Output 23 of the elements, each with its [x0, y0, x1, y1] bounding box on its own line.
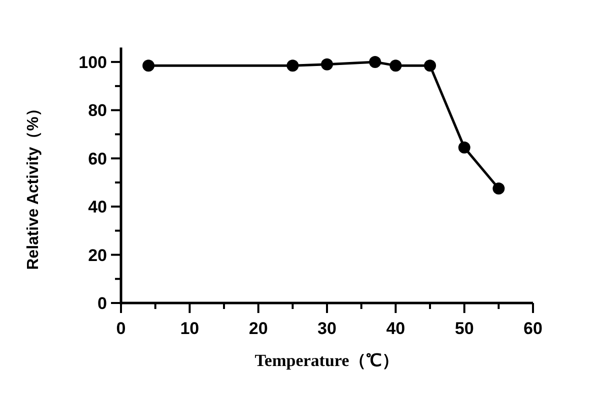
point [424, 60, 436, 72]
point [321, 58, 333, 70]
y-tick-label: 0 [98, 294, 107, 313]
x-axis-title: Temperature（℃） [254, 351, 400, 370]
point [286, 60, 299, 72]
point [492, 182, 505, 195]
x-tick-label: 20 [248, 319, 268, 338]
point [369, 56, 382, 68]
y-tick-label: 80 [88, 101, 107, 120]
y-tick-label: 40 [88, 198, 107, 217]
x-tick-label: 60 [524, 319, 542, 338]
x-tick-label: 30 [318, 319, 336, 338]
y-tick-label: 100 [78, 52, 107, 72]
y-axis-title: Relative Activity（%） [25, 100, 42, 270]
y-tick-label: 60 [88, 149, 107, 168]
x-tick-label: 0 [116, 319, 126, 338]
point [142, 60, 154, 72]
x-tick-label: 40 [386, 319, 406, 338]
point [458, 142, 470, 154]
point [390, 60, 402, 72]
y-tick-label: 20 [88, 246, 107, 265]
x-tick-label: 50 [454, 319, 474, 338]
x-tick-label: 10 [180, 319, 200, 338]
